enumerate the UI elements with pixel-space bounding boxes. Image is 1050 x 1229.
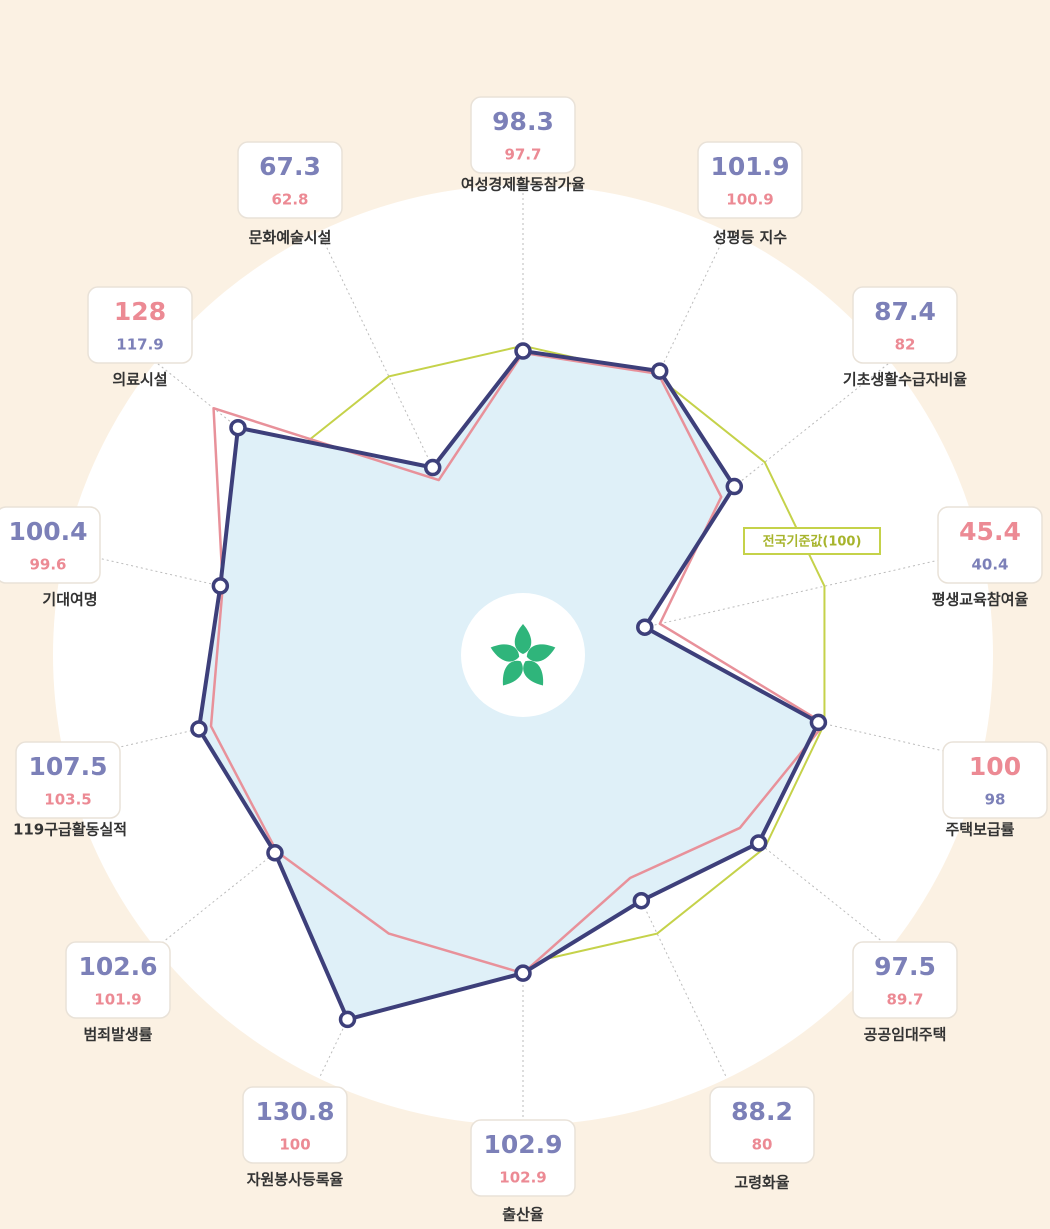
- value-label: 98.3: [492, 107, 554, 136]
- category-label: 성평등 지수: [713, 229, 787, 247]
- value-label: 101.9: [94, 991, 141, 1009]
- data-point: [231, 421, 245, 435]
- category-label: 119구급활동실적: [13, 821, 127, 839]
- category-label: 여성경제활동참가율: [461, 176, 585, 194]
- value-label: 67.3: [259, 152, 321, 181]
- reference-label: 전국기준값(100): [763, 534, 862, 550]
- category-label: 출산율: [502, 1206, 544, 1224]
- data-point: [341, 1012, 355, 1026]
- chart: 전국기준값(100) 98.3 97.7 여성경제활동참가율 101.9 100.9 성평…: [0, 0, 1050, 1229]
- data-point: [268, 846, 282, 860]
- data-point: [634, 894, 648, 908]
- category-label: 공공임대주택: [864, 1026, 947, 1044]
- category-label: 기대여명: [42, 591, 97, 609]
- data-point: [653, 364, 667, 378]
- value-label: 102.9: [499, 1169, 546, 1187]
- value-label: 62.8: [271, 191, 308, 209]
- page: {"chart_data": {"type": "radar", "catego…: [0, 0, 1050, 1229]
- value-label: 88.2: [731, 1097, 793, 1126]
- category-label: 범죄발생률: [83, 1026, 152, 1044]
- data-point: [516, 966, 530, 980]
- data-point: [516, 344, 530, 358]
- value-label: 101.9: [710, 152, 789, 181]
- value-label: 97.5: [874, 952, 936, 981]
- value-label: 107.5: [28, 752, 107, 781]
- value-label: 100: [969, 752, 1021, 781]
- category-label: 의료시설: [112, 371, 167, 389]
- category-label: 문화예술시설: [249, 229, 332, 247]
- value-label: 82: [895, 336, 916, 354]
- value-label: 103.5: [44, 791, 91, 809]
- data-point: [213, 579, 227, 593]
- value-label: 130.8: [255, 1097, 334, 1126]
- data-point: [727, 480, 741, 494]
- category-label: 자원봉사등록율: [247, 1171, 344, 1189]
- value-label: 100.9: [726, 191, 773, 209]
- value-label: 80: [752, 1136, 773, 1154]
- category-label: 기초생활수급자비율: [843, 371, 967, 389]
- value-label: 102.6: [78, 952, 157, 981]
- value-label: 99.6: [29, 556, 66, 574]
- category-label: 주택보급률: [945, 821, 1014, 839]
- value-label: 87.4: [874, 297, 936, 326]
- value-label: 117.9: [116, 336, 163, 354]
- value-label: 128: [114, 297, 166, 326]
- value-label: 97.7: [504, 146, 541, 164]
- data-point: [638, 620, 652, 634]
- data-point: [752, 836, 766, 850]
- value-label: 102.9: [483, 1130, 562, 1159]
- value-label: 45.4: [959, 517, 1021, 546]
- data-point: [811, 715, 825, 729]
- value-label: 89.7: [886, 991, 923, 1009]
- data-point: [192, 722, 206, 736]
- value-label: 100.4: [8, 517, 87, 546]
- value-label: 98: [985, 791, 1006, 809]
- data-point: [426, 461, 440, 475]
- category-label: 고령화율: [734, 1174, 789, 1192]
- center-circle: [461, 593, 585, 717]
- value-label: 40.4: [971, 556, 1008, 574]
- category-label: 평생교육참여율: [932, 591, 1029, 609]
- value-label: 100: [279, 1136, 310, 1154]
